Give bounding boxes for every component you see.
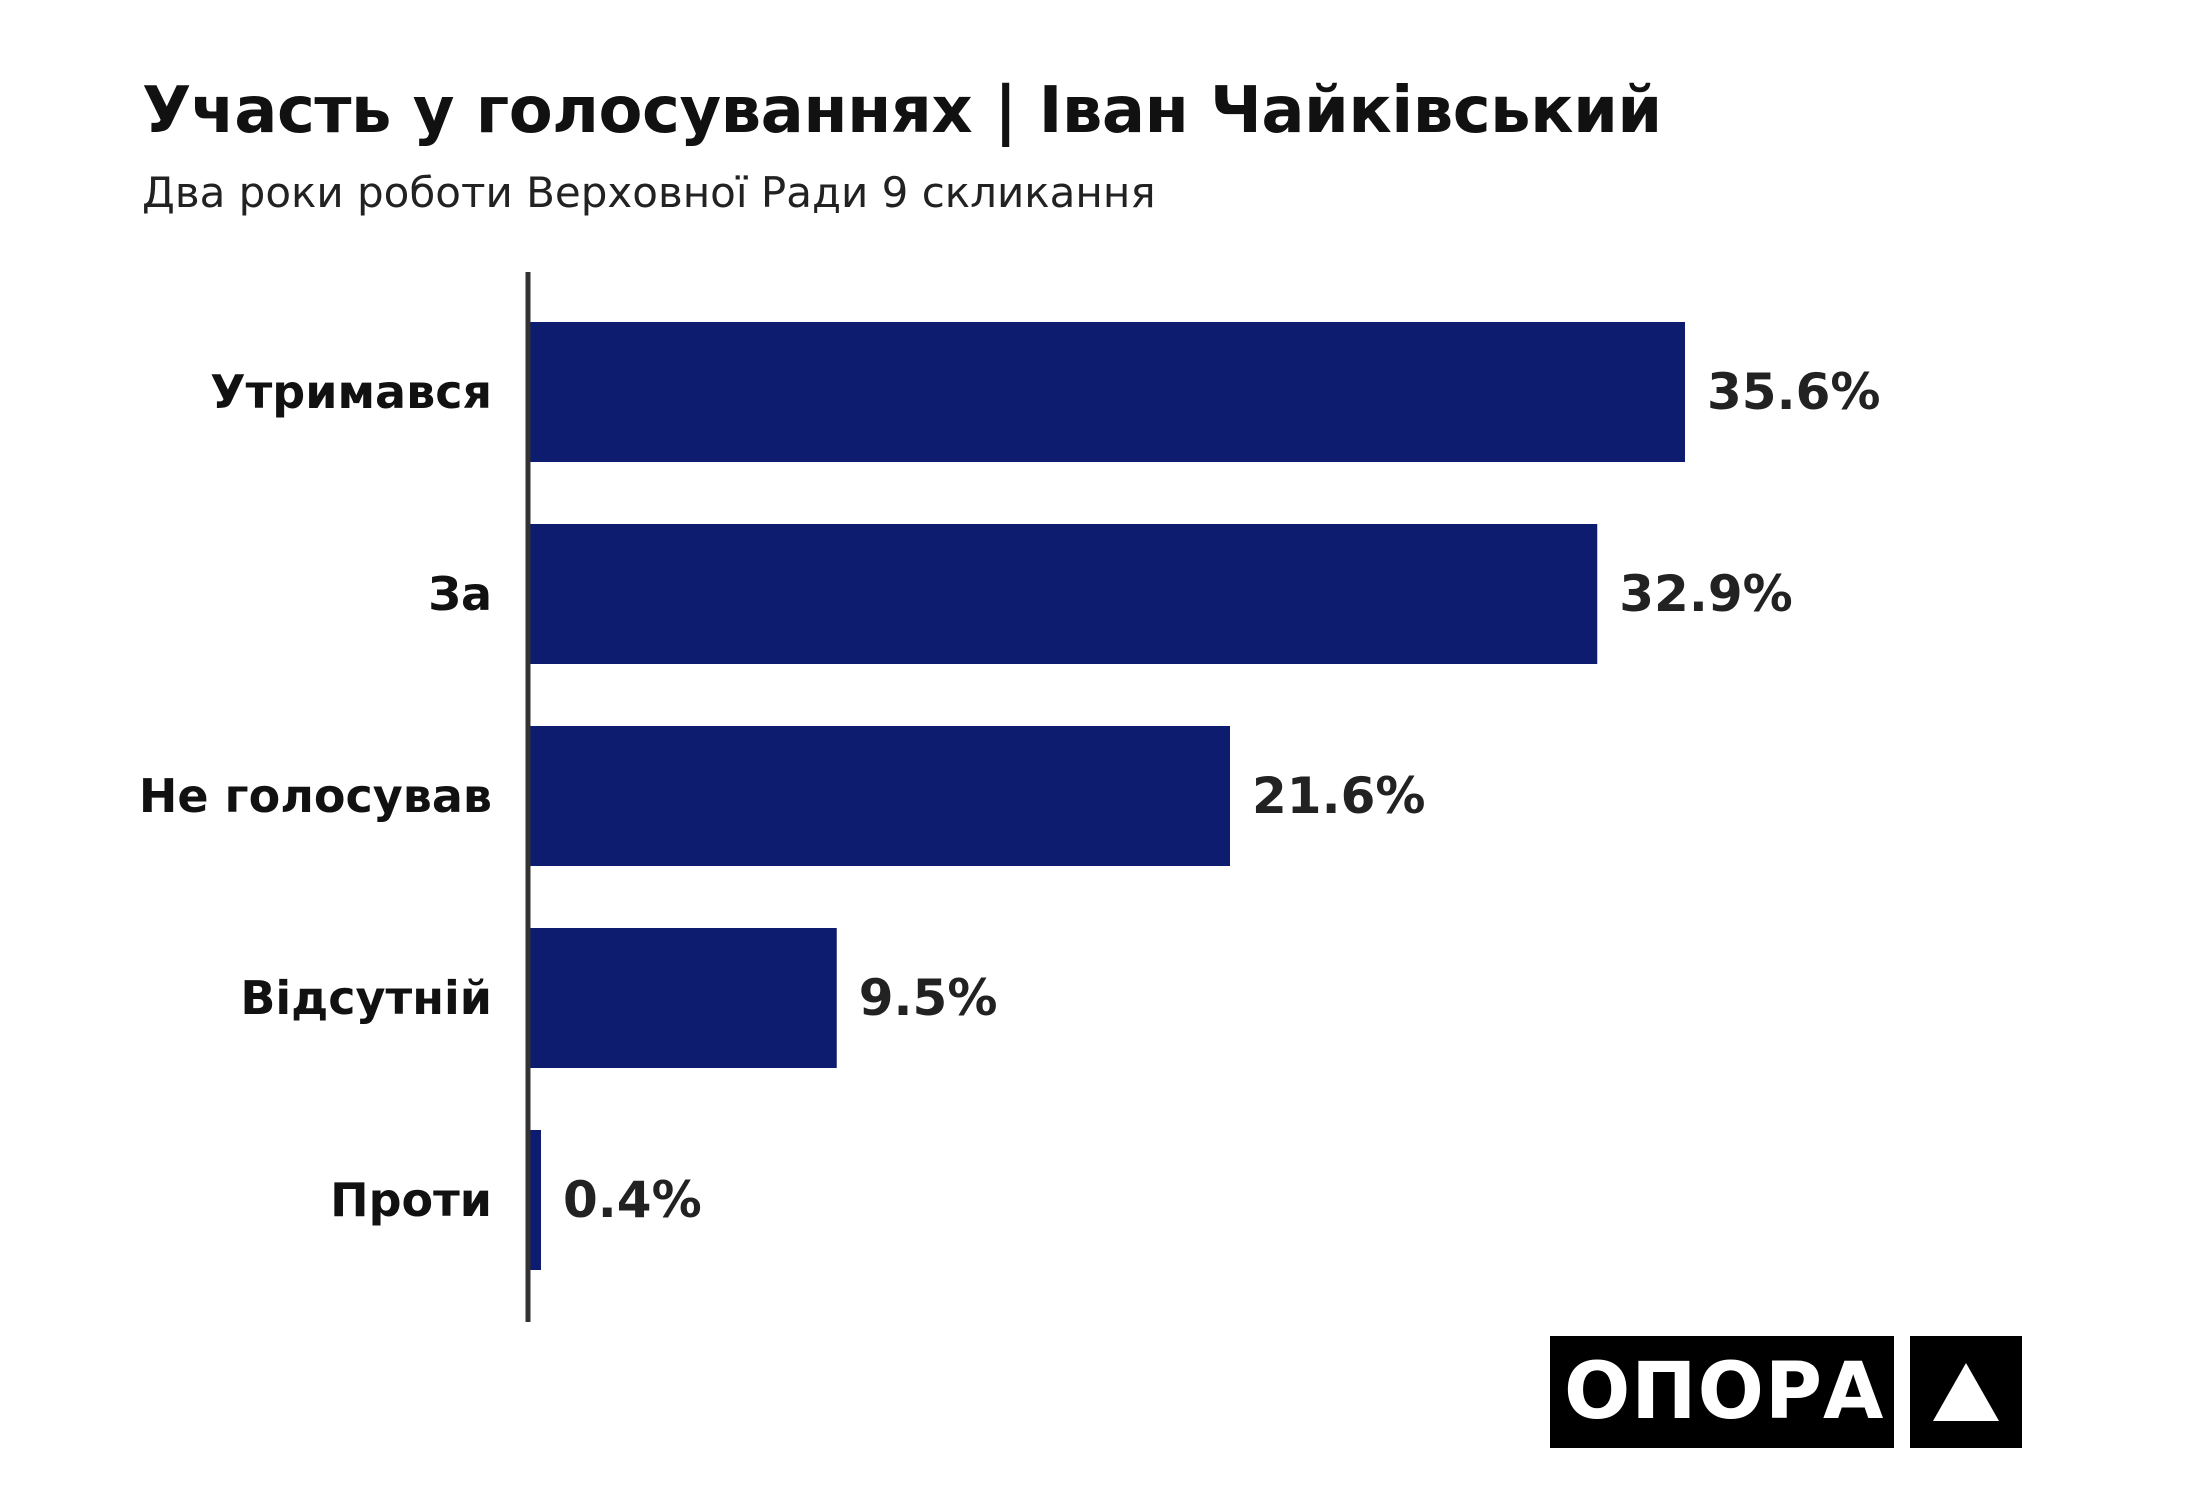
value-label-1: 32.9% bbox=[1619, 565, 1792, 623]
chart-subtitle: Два роки роботи Верховної Ради 9 скликан… bbox=[142, 168, 1156, 217]
bar-4 bbox=[528, 1130, 541, 1270]
bar-0 bbox=[528, 322, 1685, 462]
category-label-2: Не голосував bbox=[139, 769, 492, 823]
opora-logo: ОПОРА bbox=[1550, 1336, 2022, 1448]
value-label-0: 35.6% bbox=[1707, 363, 1880, 421]
value-label-2: 21.6% bbox=[1252, 767, 1425, 825]
triangle-icon bbox=[1910, 1336, 2022, 1448]
bar-1 bbox=[528, 524, 1598, 664]
chart-title: Участь у голосуваннях | Іван Чайківський bbox=[142, 74, 1662, 148]
category-label-0: Утримався bbox=[210, 365, 492, 419]
value-label-4: 0.4% bbox=[563, 1171, 702, 1229]
value-label-3: 9.5% bbox=[859, 969, 998, 1027]
category-label-1: За bbox=[428, 567, 492, 621]
category-label-4: Проти bbox=[330, 1173, 492, 1227]
logo-wordmark: ОПОРА bbox=[1550, 1336, 1894, 1448]
bar-3 bbox=[528, 928, 837, 1068]
category-label-3: Відсутній bbox=[240, 971, 492, 1025]
bar-2 bbox=[528, 726, 1230, 866]
